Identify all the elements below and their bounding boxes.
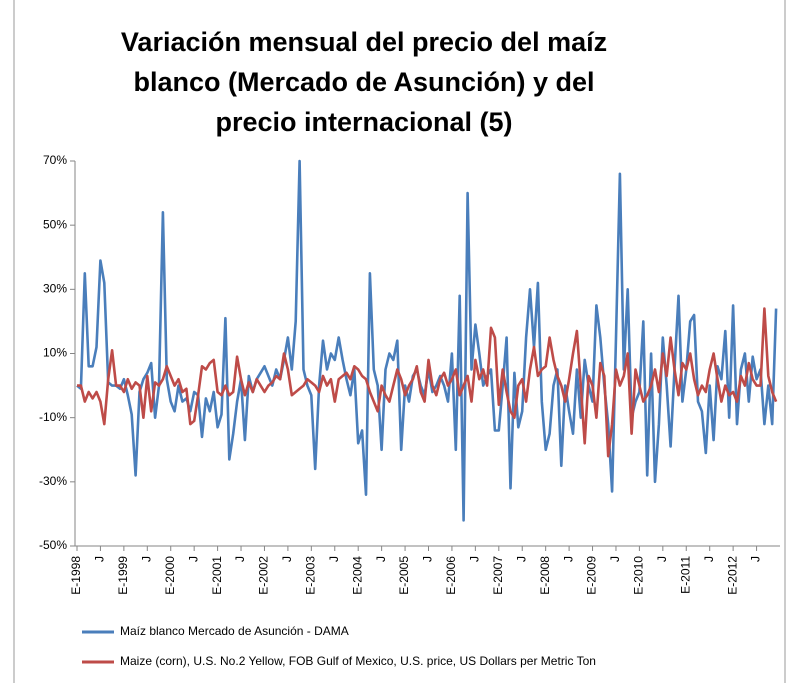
y-tick-label: 50% — [43, 217, 67, 231]
y-tick-label: -10% — [39, 410, 67, 424]
x-tick-label: E-2012 — [725, 556, 739, 595]
x-tick-label: E-1999 — [116, 556, 130, 595]
legend-label: Maize (corn), U.S. No.2 Yellow, FOB Gulf… — [120, 654, 596, 668]
x-tick-label: J — [327, 556, 341, 562]
x-tick-label: J — [655, 556, 669, 562]
x-tick-label: E-2011 — [678, 556, 692, 594]
series-line — [77, 307, 778, 458]
x-tick-label: J — [749, 556, 763, 562]
x-tick-label: E-2005 — [397, 556, 411, 595]
x-tick-label: J — [608, 556, 622, 562]
y-tick-label: 70% — [43, 153, 67, 167]
x-tick-label: J — [514, 556, 528, 562]
y-tick-label: 10% — [43, 346, 67, 360]
x-tick-label: E-2003 — [304, 556, 318, 595]
y-tick-label: -50% — [39, 538, 67, 552]
x-tick-label: J — [561, 556, 575, 562]
x-tick-label: J — [186, 556, 200, 562]
x-tick-label: E-2010 — [632, 556, 646, 595]
x-tick-label: E-2004 — [350, 556, 364, 595]
x-tick-label: J — [702, 556, 716, 562]
x-tick-label: E-1998 — [69, 556, 83, 595]
x-tick-label: E-2000 — [163, 556, 177, 595]
x-tick-label: E-2001 — [210, 556, 224, 595]
x-tick-label: E-2006 — [444, 556, 458, 595]
x-tick-label: J — [93, 556, 107, 562]
x-tick-label: E-2002 — [257, 556, 271, 595]
x-tick-label: J — [233, 556, 247, 562]
legend-label: Maíz blanco Mercado de Asunción - DAMA — [120, 624, 349, 638]
x-tick-label: E-2009 — [585, 556, 599, 595]
x-tick-label: J — [468, 556, 482, 562]
chart-title: Variación mensual del precio del maíz bl… — [120, 27, 608, 137]
y-tick-label: -30% — [39, 474, 67, 488]
x-tick-label: J — [374, 556, 388, 562]
x-tick-label: J — [280, 556, 294, 562]
x-tick-label: J — [421, 556, 435, 562]
y-tick-label: 30% — [43, 282, 67, 296]
x-tick-label: E-2008 — [538, 556, 552, 595]
x-tick-label: J — [139, 556, 153, 562]
x-tick-label: E-2007 — [491, 556, 505, 595]
